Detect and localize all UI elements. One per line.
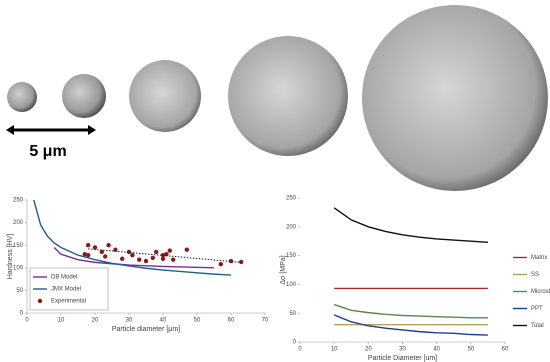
x-axis-label: Particle diameter [μm]: [112, 326, 180, 333]
data-point: [130, 252, 135, 258]
data-point: [126, 249, 132, 255]
particle: [62, 74, 106, 118]
legend-label: Microstructure: [531, 289, 550, 295]
data-point: [120, 256, 125, 261]
x-tick-label: 20: [92, 318, 99, 324]
x-tick-label: 30: [399, 347, 406, 353]
data-point: [82, 252, 88, 257]
y-tick-label: 50: [289, 311, 296, 317]
y-tick-label: 0: [20, 311, 24, 317]
y-tick-label: 50: [16, 288, 23, 294]
y-axis-label: Δσ [MPa]: [280, 255, 287, 284]
data-point: [113, 247, 118, 252]
scale-arrow: [88, 125, 96, 135]
scale-arrow: [6, 125, 14, 135]
x-tick-label: 50: [194, 318, 201, 324]
series-line: [33, 199, 232, 276]
legend-label: PPT: [531, 306, 543, 312]
data-point: [86, 252, 91, 258]
x-tick-label: 60: [502, 347, 509, 353]
data-point: [99, 249, 105, 255]
x-tick-label: 20: [365, 347, 372, 353]
data-point: [137, 257, 142, 262]
x-tick-label: 40: [433, 347, 440, 353]
x-tick-label: 50: [467, 347, 474, 353]
y-tick-label: 100: [286, 282, 297, 288]
data-point: [92, 245, 98, 250]
x-tick-label: 10: [58, 318, 65, 324]
data-point: [154, 249, 159, 255]
legend-label: DB Model: [51, 275, 77, 281]
y-tick-label: 150: [13, 243, 24, 249]
particle: [362, 5, 548, 191]
x-tick-label: 40: [160, 318, 167, 324]
particle: [7, 82, 37, 112]
x-tick-label: 0: [298, 347, 302, 353]
data-point: [228, 258, 234, 264]
x-tick-label: 0: [25, 318, 29, 324]
series-line: [53, 246, 215, 269]
data-point: [150, 255, 155, 261]
x-tick-label: 10: [331, 347, 338, 353]
series-line: [333, 314, 488, 336]
data-point: [167, 248, 172, 253]
series-line: [333, 303, 488, 319]
x-tick-label: 70: [262, 318, 269, 324]
data-point: [143, 258, 149, 264]
data-point: [184, 247, 189, 252]
legend-label: SS: [531, 272, 539, 278]
y-tick-label: 0: [293, 340, 297, 346]
x-tick-label: 60: [228, 318, 235, 324]
data-point: [106, 243, 111, 248]
data-point: [164, 252, 169, 257]
y-tick-label: 200: [286, 224, 297, 230]
data-point: [171, 257, 176, 262]
y-tick-label: 200: [13, 220, 24, 226]
y-tick-label: 250: [13, 198, 24, 204]
scale-label: 5 μm: [29, 143, 66, 160]
y-axis-label: Hardness [HV]: [7, 234, 14, 280]
x-axis-label: Particle Diameter [um]: [368, 355, 437, 362]
y-tick-label: 150: [286, 253, 297, 259]
legend-label: Experimental: [51, 299, 86, 305]
particle: [129, 60, 201, 132]
particle: [228, 36, 348, 156]
x-tick-label: 30: [126, 318, 133, 324]
series-line: [333, 207, 488, 244]
legend-label: Matrix: [531, 255, 547, 261]
y-tick-label: 100: [13, 265, 24, 271]
y-tick-label: 250: [286, 196, 297, 202]
data-point: [160, 256, 166, 261]
data-point: [218, 261, 223, 267]
data-point: [103, 254, 108, 259]
legend-label: Total: [531, 323, 544, 329]
data-point: [86, 243, 91, 248]
legend-marker: [37, 298, 43, 304]
legend-label: JMX Model: [51, 287, 81, 293]
micrographs: 5 μm: [6, 5, 548, 191]
